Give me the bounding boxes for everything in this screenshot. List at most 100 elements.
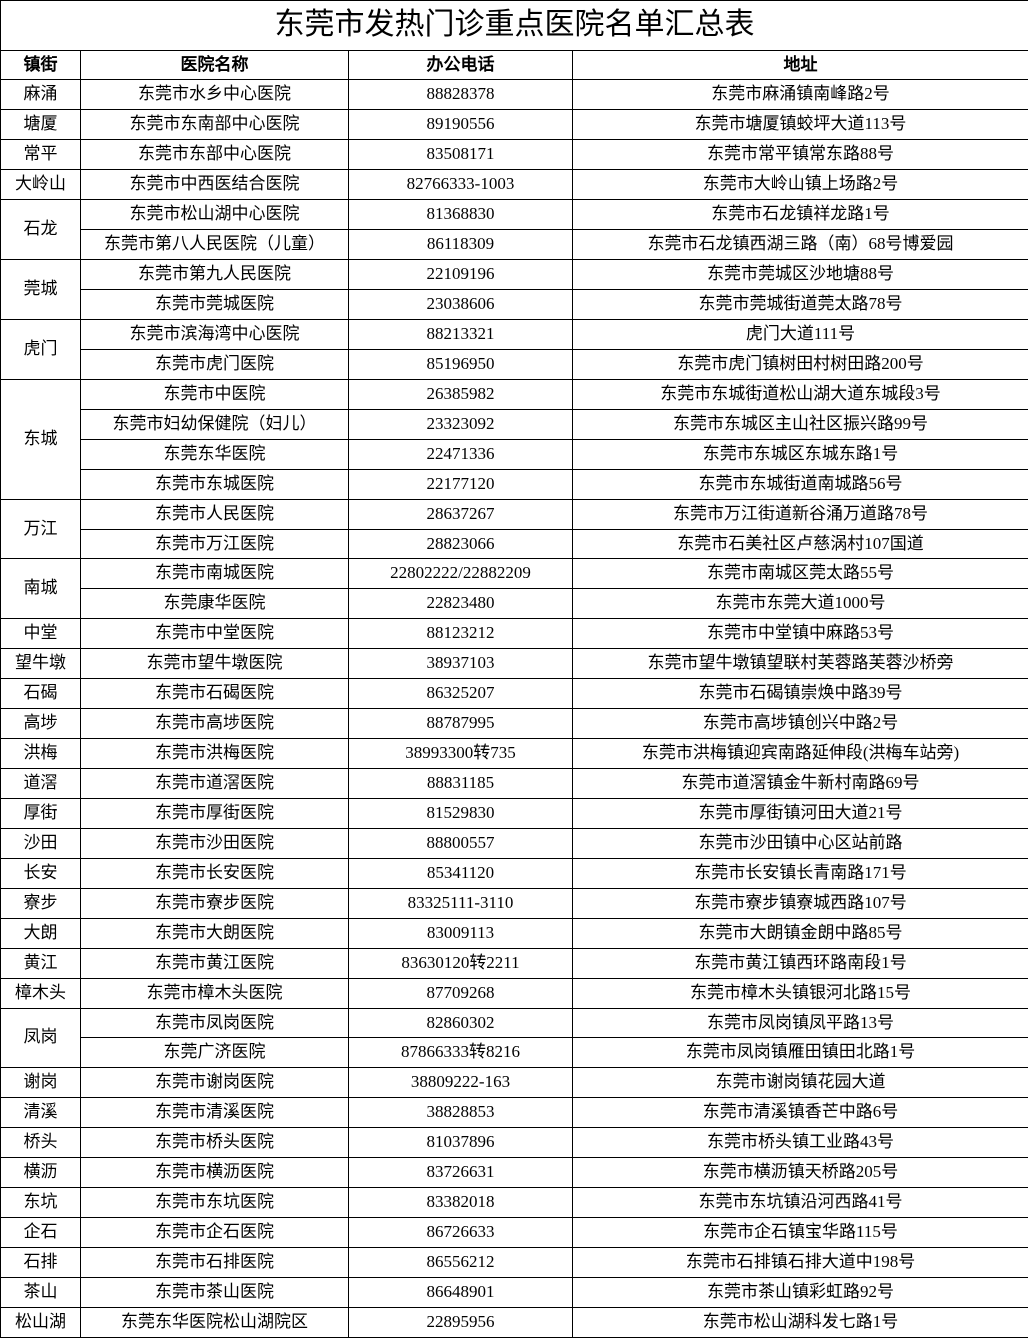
- cell-phone: 87709268: [349, 978, 573, 1008]
- cell-phone: 88828378: [349, 80, 573, 110]
- table-row: 大岭山东莞市中西医结合医院82766333-1003东莞市大岭山镇上场路2号: [1, 170, 1028, 200]
- table-row: 桥头东莞市桥头医院81037896东莞市桥头镇工业路43号: [1, 1128, 1028, 1158]
- cell-address: 东莞市石碣镇崇焕中路39号: [573, 679, 1028, 709]
- cell-address: 东莞市高埗镇创兴中路2号: [573, 709, 1028, 739]
- cell-address: 东莞市南城区莞太路55号: [573, 559, 1028, 589]
- table-row: 东莞市东城医院22177120东莞市东城街道南城路56号: [1, 469, 1028, 499]
- cell-address: 东莞市樟木头镇银河北路15号: [573, 978, 1028, 1008]
- cell-address: 东莞市寮步镇寮城西路107号: [573, 888, 1028, 918]
- table-row: 长安东莞市长安医院85341120东莞市长安镇长青南路171号: [1, 858, 1028, 888]
- table-row: 塘厦东莞市东南部中心医院89190556东莞市塘厦镇蛟坪大道113号: [1, 110, 1028, 140]
- cell-address: 东莞市桥头镇工业路43号: [573, 1128, 1028, 1158]
- cell-phone: 83382018: [349, 1188, 573, 1218]
- cell-hospital: 东莞市滨海湾中心医院: [81, 319, 349, 349]
- cell-phone: 85196950: [349, 349, 573, 379]
- cell-address: 东莞市清溪镇香芒中路6号: [573, 1098, 1028, 1128]
- cell-town: 高埗: [1, 709, 81, 739]
- cell-hospital: 东莞市洪梅医院: [81, 739, 349, 769]
- cell-phone: 38809222-163: [349, 1068, 573, 1098]
- table-row: 寮步东莞市寮步医院83325111-3110东莞市寮步镇寮城西路107号: [1, 888, 1028, 918]
- cell-town: 道滘: [1, 769, 81, 799]
- table-row: 东莞市虎门医院85196950东莞市虎门镇树田村树田路200号: [1, 349, 1028, 379]
- cell-phone: 86726633: [349, 1218, 573, 1248]
- cell-town: 莞城: [1, 260, 81, 320]
- cell-hospital: 东莞市松山湖中心医院: [81, 200, 349, 230]
- cell-town: 长安: [1, 858, 81, 888]
- cell-address: 东莞市大岭山镇上场路2号: [573, 170, 1028, 200]
- cell-phone: 26385982: [349, 379, 573, 409]
- table-row: 石碣东莞市石碣医院86325207东莞市石碣镇崇焕中路39号: [1, 679, 1028, 709]
- cell-town: 横沥: [1, 1158, 81, 1188]
- cell-address: 东莞市凤岗镇凤平路13号: [573, 1008, 1028, 1038]
- cell-phone: 38937103: [349, 649, 573, 679]
- cell-phone: 87866333转8216: [349, 1038, 573, 1068]
- cell-hospital: 东莞市寮步医院: [81, 888, 349, 918]
- cell-town: 南城: [1, 559, 81, 619]
- cell-town: 桥头: [1, 1128, 81, 1158]
- table-row: 东莞市万江医院28823066东莞市石美社区卢慈涡村107国道: [1, 529, 1028, 559]
- cell-phone: 38993300转735: [349, 739, 573, 769]
- table-row: 东坑东莞市东坑医院83382018东莞市东坑镇沿河西路41号: [1, 1188, 1028, 1218]
- cell-address: 东莞市沙田镇中心区站前路: [573, 828, 1028, 858]
- cell-address: 东莞市洪梅镇迎宾南路延伸段(洪梅车站旁): [573, 739, 1028, 769]
- cell-hospital: 东莞市人民医院: [81, 499, 349, 529]
- cell-town: 虎门: [1, 319, 81, 379]
- table-row: 东莞市妇幼保健院（妇儿）23323092东莞市东城区主山社区振兴路99号: [1, 409, 1028, 439]
- cell-address: 东莞市东坑镇沿河西路41号: [573, 1188, 1028, 1218]
- cell-hospital: 东莞市谢岗医院: [81, 1068, 349, 1098]
- cell-phone: 89190556: [349, 110, 573, 140]
- cell-hospital: 东莞市凤岗医院: [81, 1008, 349, 1038]
- cell-hospital: 东莞市长安医院: [81, 858, 349, 888]
- table-row: 东莞东华医院22471336东莞市东城区东城东路1号: [1, 439, 1028, 469]
- cell-town: 松山湖: [1, 1307, 81, 1337]
- cell-hospital: 东莞市东城医院: [81, 469, 349, 499]
- cell-hospital: 东莞东华医院: [81, 439, 349, 469]
- cell-town: 望牛墩: [1, 649, 81, 679]
- cell-address: 东莞市虎门镇树田村树田路200号: [573, 349, 1028, 379]
- cell-address: 东莞市东城街道南城路56号: [573, 469, 1028, 499]
- table-row: 横沥东莞市横沥医院83726631东莞市横沥镇天桥路205号: [1, 1158, 1028, 1188]
- cell-address: 东莞市东城区东城东路1号: [573, 439, 1028, 469]
- cell-address: 东莞市东莞大道1000号: [573, 589, 1028, 619]
- cell-town: 大岭山: [1, 170, 81, 200]
- cell-phone: 22802222/22882209: [349, 559, 573, 589]
- cell-address: 东莞市茶山镇彩虹路92号: [573, 1277, 1028, 1307]
- cell-hospital: 东莞市妇幼保健院（妇儿）: [81, 409, 349, 439]
- cell-phone: 86556212: [349, 1248, 573, 1278]
- table-row: 大朗东莞市大朗医院83009113东莞市大朗镇金朗中路85号: [1, 918, 1028, 948]
- cell-hospital: 东莞市第八人民医院（儿童）: [81, 230, 349, 260]
- cell-address: 东莞市石龙镇西湖三路（南）68号博爱园: [573, 230, 1028, 260]
- header-hospital: 医院名称: [81, 50, 349, 80]
- table-title: 东莞市发热门诊重点医院名单汇总表: [1, 1, 1028, 51]
- cell-phone: 22177120: [349, 469, 573, 499]
- cell-town: 黄江: [1, 948, 81, 978]
- table-row: 黄江东莞市黄江医院83630120转2211东莞市黄江镇西环路南段1号: [1, 948, 1028, 978]
- cell-address: 东莞市长安镇长青南路171号: [573, 858, 1028, 888]
- cell-phone: 85341120: [349, 858, 573, 888]
- cell-address: 东莞市石排镇石排大道中198号: [573, 1248, 1028, 1278]
- table-row: 虎门东莞市滨海湾中心医院88213321虎门大道111号: [1, 319, 1028, 349]
- cell-town: 麻涌: [1, 80, 81, 110]
- table-row: 清溪东莞市清溪医院38828853东莞市清溪镇香芒中路6号: [1, 1098, 1028, 1128]
- cell-address: 东莞市万江街道新谷涌万道路78号: [573, 499, 1028, 529]
- cell-phone: 22471336: [349, 439, 573, 469]
- cell-hospital: 东莞市东部中心医院: [81, 140, 349, 170]
- cell-town: 塘厦: [1, 110, 81, 140]
- cell-hospital: 东莞市东坑医院: [81, 1188, 349, 1218]
- cell-address: 东莞市麻涌镇南峰路2号: [573, 80, 1028, 110]
- cell-address: 东莞市谢岗镇花园大道: [573, 1068, 1028, 1098]
- table-row: 谢岗东莞市谢岗医院38809222-163东莞市谢岗镇花园大道: [1, 1068, 1028, 1098]
- cell-hospital: 东莞市樟木头医院: [81, 978, 349, 1008]
- cell-town: 石龙: [1, 200, 81, 260]
- cell-phone: 81037896: [349, 1128, 573, 1158]
- cell-hospital: 东莞市石碣医院: [81, 679, 349, 709]
- table-row: 道滘东莞市道滘医院88831185东莞市道滘镇金牛新村南路69号: [1, 769, 1028, 799]
- cell-town: 茶山: [1, 1277, 81, 1307]
- cell-phone: 22823480: [349, 589, 573, 619]
- cell-phone: 22895956: [349, 1307, 573, 1337]
- cell-address: 东莞市塘厦镇蛟坪大道113号: [573, 110, 1028, 140]
- cell-town: 石排: [1, 1248, 81, 1278]
- cell-address: 东莞市中堂镇中麻路53号: [573, 619, 1028, 649]
- cell-hospital: 东莞市中医院: [81, 379, 349, 409]
- table-row: 松山湖东莞东华医院松山湖院区22895956东莞市松山湖科发七路1号: [1, 1307, 1028, 1337]
